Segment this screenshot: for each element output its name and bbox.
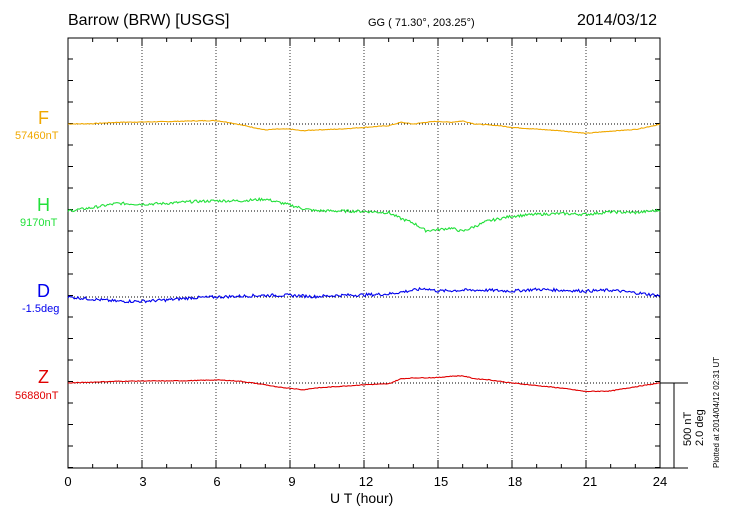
scale-nt-label: 500 nT: [682, 411, 694, 446]
series-label-z: Z: [38, 367, 49, 387]
x-tick-label: 24: [652, 474, 668, 489]
series-line-z: [67, 375, 661, 393]
series-label-f: F: [38, 108, 49, 128]
station-title: Barrow (BRW) [USGS]: [68, 12, 230, 29]
series-baseline-d: -1.5deg: [22, 303, 60, 315]
series-line-d: [67, 286, 661, 304]
series-baseline-f: 57460nT: [15, 130, 59, 142]
series-baseline-z: 56880nT: [15, 390, 59, 402]
series-label-d: D: [37, 281, 50, 301]
x-tick-label: 15: [433, 474, 449, 489]
x-tick-label: 12: [358, 474, 374, 489]
series-line-f: [67, 119, 661, 135]
x-tick-label: 6: [213, 474, 221, 489]
x-tick-label: 0: [64, 474, 72, 489]
x-tick-label: 18: [507, 474, 523, 489]
x-axis-label: U T (hour): [330, 490, 394, 506]
plotted-timestamp: Plotted at 2014/04/12 02:31 UT: [712, 356, 721, 468]
x-tick-label: 21: [582, 474, 598, 489]
scale-deg-label: 2.0 deg: [694, 409, 706, 446]
station-coordinates: GG ( 71.30°, 203.25°): [368, 17, 475, 29]
plot-frame: [67, 37, 661, 469]
x-tick-label: 3: [139, 474, 147, 489]
series-line-h: [67, 197, 661, 233]
series-label-h: H: [37, 195, 50, 215]
plot-date: 2014/03/12: [577, 12, 658, 29]
x-tick-label: 9: [288, 474, 296, 489]
series-baseline-h: 9170nT: [20, 217, 58, 229]
